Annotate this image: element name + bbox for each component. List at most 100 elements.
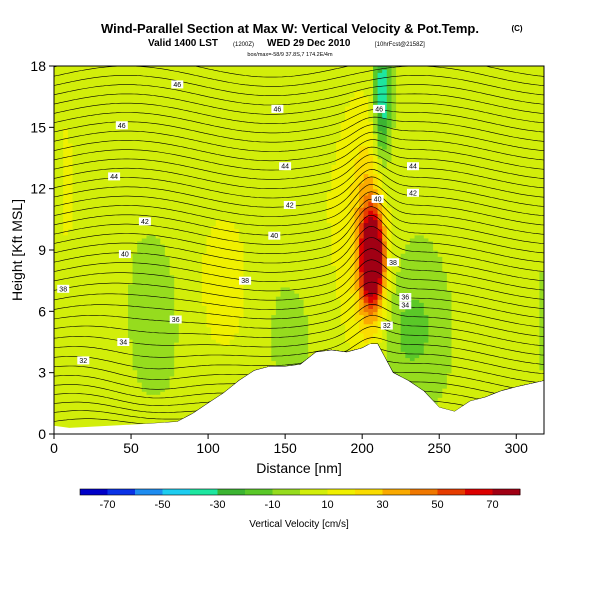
velocity-cell (137, 253, 143, 257)
velocity-cell (63, 391, 69, 395)
velocity-cell (197, 84, 203, 89)
velocity-cell (225, 105, 231, 110)
velocity-cell (211, 213, 217, 217)
velocity-cell (178, 403, 185, 408)
velocity-cell (63, 372, 69, 377)
velocity-cell (128, 207, 134, 211)
velocity-cell (91, 289, 97, 294)
velocity-cell (188, 296, 194, 300)
velocity-cell (174, 234, 180, 239)
velocity-cell (114, 90, 120, 95)
velocity-cell (201, 237, 208, 242)
velocity-cell (183, 283, 189, 288)
velocity-cell (72, 271, 78, 276)
velocity-cell (192, 250, 199, 254)
velocity-cell (128, 369, 134, 374)
velocity-cell (146, 351, 152, 355)
velocity-cell (100, 394, 106, 398)
velocity-cell (114, 148, 120, 153)
velocity-cell (174, 78, 180, 83)
velocity-cell (137, 197, 143, 202)
velocity-cell (137, 323, 143, 328)
velocity-cell (234, 105, 240, 110)
velocity-cell (155, 326, 162, 331)
velocity-cell (128, 360, 134, 365)
velocity-cell (104, 216, 111, 221)
velocity-cell (229, 357, 236, 362)
velocity-cell (155, 93, 162, 98)
velocity-cell (128, 115, 134, 119)
velocity-cell (81, 136, 88, 141)
velocity-cell (72, 332, 78, 337)
velocity-cell (160, 194, 166, 199)
velocity-cell (114, 219, 120, 224)
velocity-cell (100, 84, 106, 89)
velocity-cell (201, 262, 208, 267)
velocity-cell (164, 204, 171, 208)
velocity-cell (114, 403, 120, 408)
velocity-cell (183, 360, 189, 365)
velocity-cell (211, 164, 217, 168)
velocity-cell (58, 332, 64, 337)
velocity-cell (211, 314, 217, 319)
velocity-cell (67, 84, 74, 89)
velocity-cell (95, 170, 101, 175)
velocity-cell (174, 93, 180, 98)
velocity-cell (146, 384, 152, 389)
velocity-cell (100, 99, 106, 104)
velocity-cell (238, 262, 245, 267)
velocity-cell (81, 403, 88, 408)
velocity-cell (54, 246, 60, 251)
velocity-cell (54, 228, 60, 233)
velocity-cell (243, 237, 249, 242)
velocity-cell (164, 372, 171, 377)
velocity-cell (137, 161, 143, 165)
velocity-cell (132, 167, 138, 171)
velocity-cell (188, 93, 194, 98)
velocity-cell (174, 292, 180, 297)
velocity-cell (67, 204, 74, 208)
velocity-cell (238, 332, 245, 337)
velocity-cell (211, 296, 217, 300)
velocity-cell (67, 158, 74, 162)
velocity-cell (141, 292, 148, 297)
velocity-cell (67, 378, 74, 383)
velocity-cell (141, 412, 148, 417)
velocity-cell (91, 127, 97, 132)
velocity-cell (104, 286, 111, 291)
velocity-cell (225, 314, 231, 319)
velocity-cell (174, 176, 180, 181)
velocity-cell (95, 381, 101, 386)
velocity-cell (197, 228, 203, 233)
velocity-cell (86, 158, 92, 162)
velocity-cell (86, 222, 92, 227)
velocity-cell (192, 400, 199, 405)
velocity-cell (160, 366, 166, 371)
velocity-cell (178, 363, 185, 368)
velocity-cell (201, 305, 208, 309)
velocity-cell (174, 302, 180, 306)
velocity-cell (151, 394, 157, 398)
velocity-cell (234, 262, 240, 267)
velocity-cell (137, 375, 143, 380)
velocity-cell (100, 253, 106, 257)
velocity-cell (91, 259, 97, 263)
velocity-cell (206, 296, 212, 300)
velocity-cell (100, 302, 106, 306)
velocity-cell (58, 317, 64, 322)
velocity-cell (81, 185, 88, 190)
velocity-cell (77, 182, 83, 187)
velocity-cell (104, 121, 111, 125)
velocity-cell (118, 75, 125, 79)
velocity-cell (178, 112, 185, 116)
velocity-cell (201, 286, 208, 291)
velocity-cell (178, 66, 185, 70)
velocity-cell (164, 93, 171, 98)
velocity-cell (54, 69, 60, 73)
velocity-cell (201, 96, 208, 101)
velocity-cell (174, 305, 180, 309)
velocity-cell (215, 102, 222, 107)
velocity-cell (164, 338, 171, 343)
velocity-cell (206, 323, 212, 328)
velocity-cell (201, 78, 208, 83)
